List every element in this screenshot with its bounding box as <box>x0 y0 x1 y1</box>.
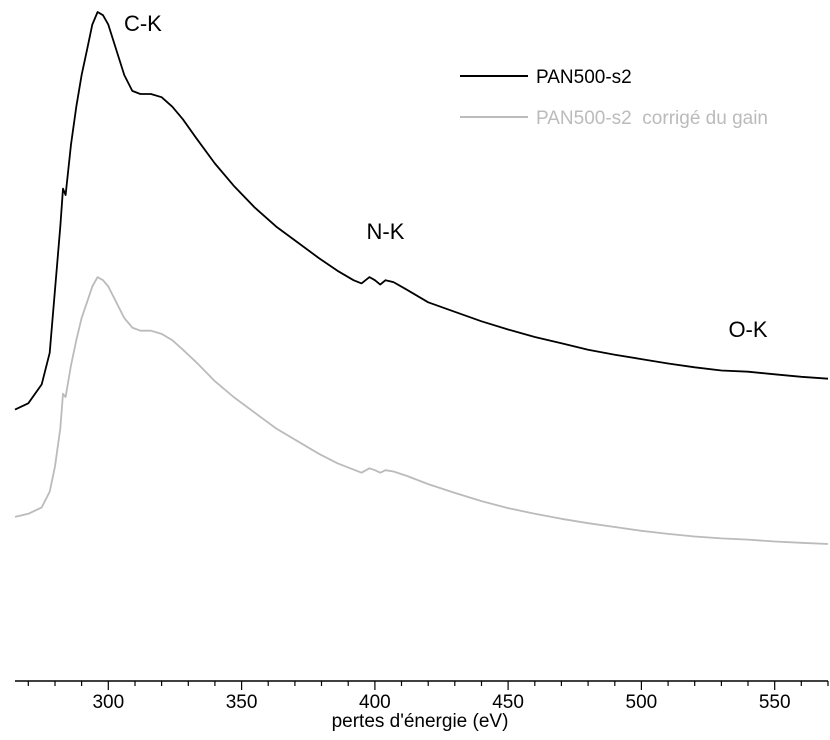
series-line-0 <box>14 11 829 411</box>
series-line-1 <box>14 276 829 545</box>
x-tick-label: 450 <box>492 692 524 713</box>
series-layer <box>14 11 829 545</box>
x-tick-label: 550 <box>759 692 791 713</box>
legend: PAN500-s2 PAN500-s2 corrigé du gain <box>460 67 768 129</box>
x-tick-label: 350 <box>226 692 258 713</box>
annotation-n-k: N-K <box>367 219 405 244</box>
x-tick-label: 400 <box>359 692 391 713</box>
x-tick-label: 300 <box>92 692 124 713</box>
x-ticks: 300 350 400 450 500 550 <box>27 681 829 713</box>
annotation-layer: C-K N-K O-K <box>124 11 768 342</box>
legend-label-corrige-du-gain: PAN500-s2 corrigé du gain <box>536 108 768 129</box>
legend-label-pan500-s2: PAN500-s2 <box>536 67 632 88</box>
x-tick-label: 500 <box>626 692 658 713</box>
x-axis: 300 350 400 450 500 550 pertes d'énergie (eV) <box>15 680 829 732</box>
annotation-c-k: C-K <box>124 11 162 36</box>
annotation-o-k: O-K <box>728 317 767 342</box>
x-axis-label: pertes d'énergie (eV) <box>332 711 509 732</box>
